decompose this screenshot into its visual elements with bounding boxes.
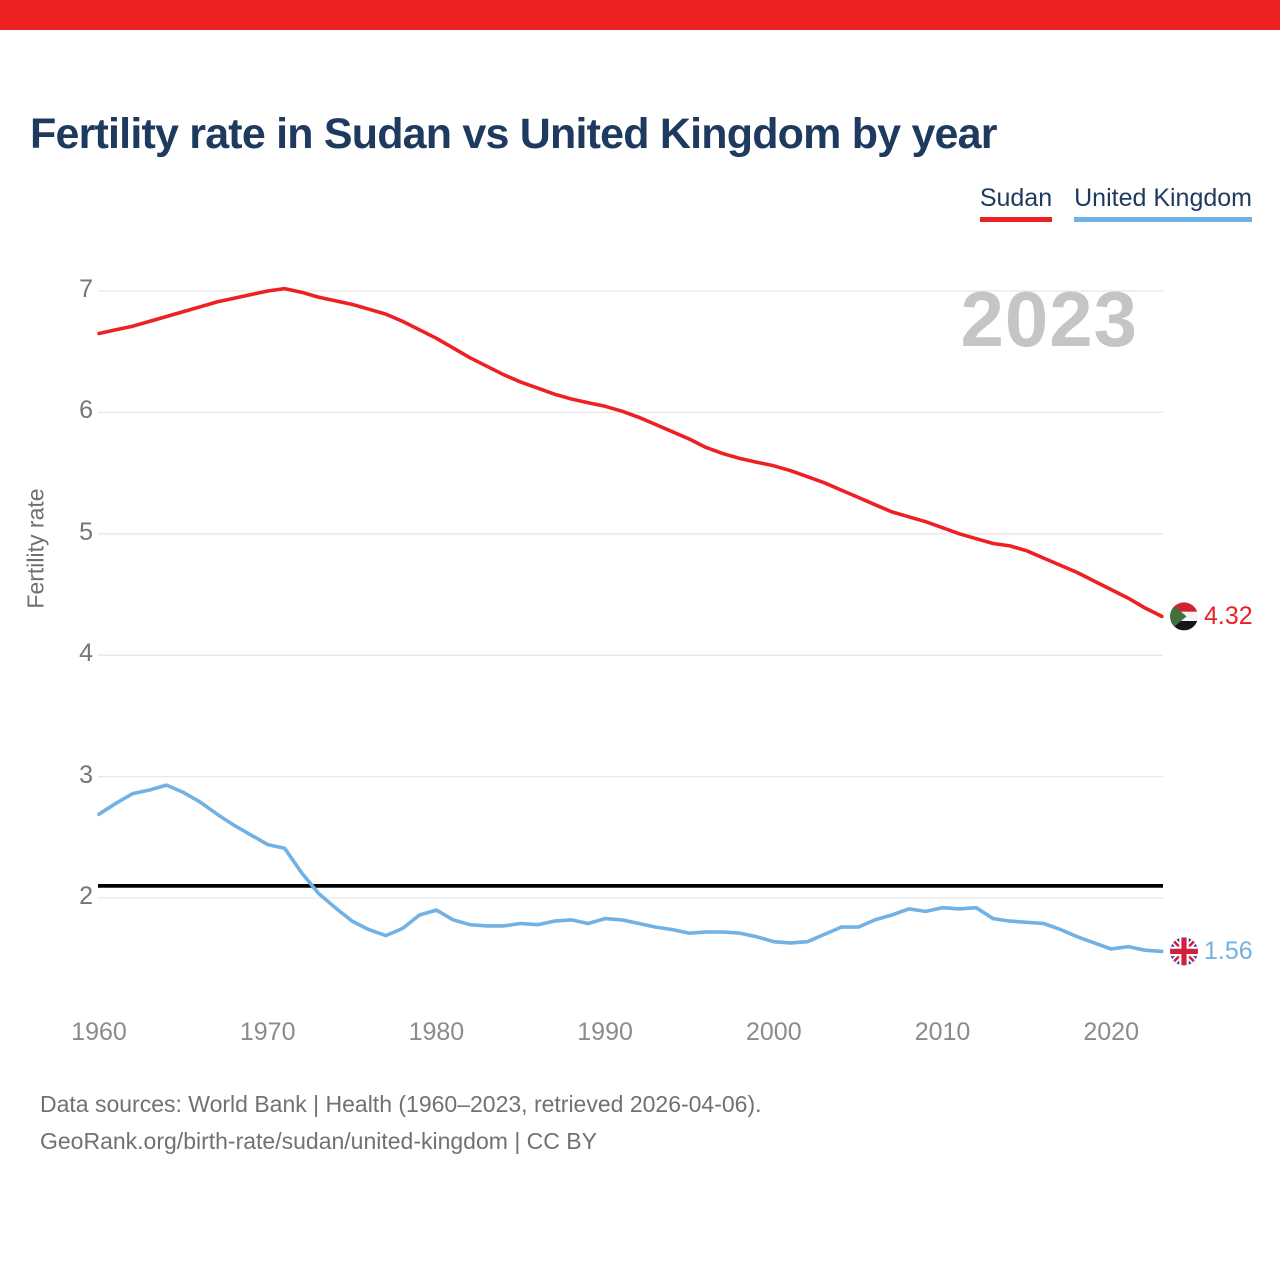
x-tick-label: 2000 xyxy=(745,1018,802,1046)
y-tick-label: 6 xyxy=(79,396,93,425)
y-tick-label: 4 xyxy=(79,639,93,668)
united-kingdom-series-line[interactable] xyxy=(97,783,1164,954)
legend-item-sudan[interactable]: Sudan xyxy=(979,184,1053,222)
sudan-flag-icon xyxy=(1170,602,1198,631)
page-title: Fertility rate in Sudan vs United Kingdo… xyxy=(30,110,998,158)
source-url-line: GeoRank.org/birth-rate/sudan/united-king… xyxy=(40,1128,597,1154)
y-tick-label: 7 xyxy=(79,275,93,303)
y-tick-label: 5 xyxy=(79,517,93,546)
top-accent-bar xyxy=(0,0,1280,30)
x-tick-label: 1970 xyxy=(239,1018,296,1046)
x-tick-label: 2010 xyxy=(914,1018,971,1046)
sudan-series-line[interactable] xyxy=(97,286,1164,619)
y-axis-title: Fertility rate xyxy=(22,488,49,609)
legend-item-united-kingdom[interactable]: United Kingdom xyxy=(1074,184,1252,222)
attribution-footer: Data sources: World Bank | Health (1960–… xyxy=(40,1086,762,1160)
sudan-end-value-label: 4.32 xyxy=(1204,602,1253,631)
x-tick-label: 1960 xyxy=(71,1018,127,1046)
chart-legend: Sudan United Kingdom xyxy=(979,184,1252,222)
data-sources-line: Data sources: World Bank | Health (1960–… xyxy=(40,1091,762,1117)
x-tick-label: 2020 xyxy=(1083,1018,1139,1046)
gridlines xyxy=(98,290,1163,899)
x-tick-label: 1980 xyxy=(408,1018,465,1046)
x-tick-label: 1990 xyxy=(577,1018,633,1046)
uk-end-value-label: 1.56 xyxy=(1204,937,1253,966)
uk-flag-icon xyxy=(1170,937,1198,966)
y-tick-label: 2 xyxy=(79,882,93,910)
y-tick-label: 3 xyxy=(79,760,93,789)
year-watermark: 2023 xyxy=(960,275,1138,363)
